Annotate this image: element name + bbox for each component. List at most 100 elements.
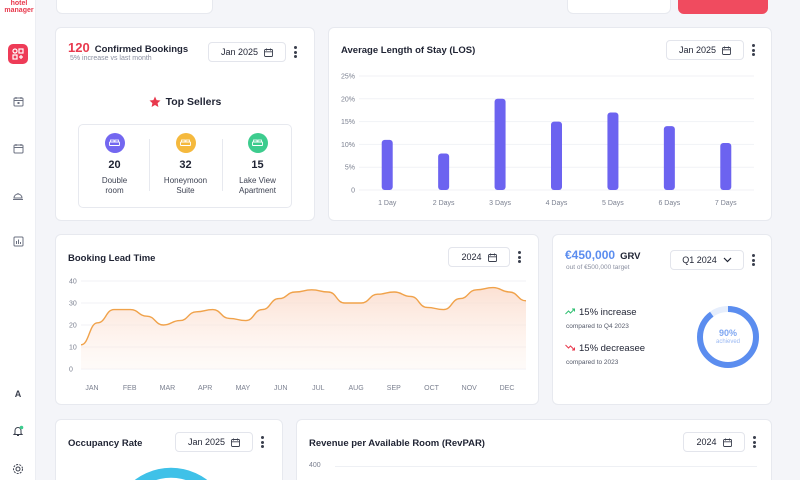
calendar-icon[interactable] bbox=[8, 138, 28, 158]
primary-action-button[interactable] bbox=[678, 0, 768, 14]
los-bar bbox=[494, 98, 506, 190]
occupancy-title: Occupancy Rate bbox=[68, 438, 143, 449]
grv-decrease-sub: compared to 2023 bbox=[566, 359, 619, 366]
chevron-down-icon bbox=[723, 257, 732, 263]
x-tick-label: JUN bbox=[274, 385, 288, 392]
los-bar bbox=[438, 153, 450, 190]
lead-time-card: Booking Lead Time 2024 0 10 20 30 40 JAN FEB MA… bbox=[55, 234, 539, 405]
lead-time-period-value: 2024 bbox=[461, 252, 482, 262]
seller-name: Suite bbox=[176, 186, 195, 195]
bookings-more-menu-icon[interactable] bbox=[291, 45, 299, 59]
calendar-icon bbox=[264, 48, 273, 57]
occupancy-more-menu-icon[interactable] bbox=[258, 435, 266, 449]
x-tick-label: 7 Days bbox=[715, 200, 737, 207]
bookings-period-value: Jan 2025 bbox=[220, 47, 259, 57]
seller-item[interactable]: 32 Honeymoon Suite bbox=[150, 125, 221, 196]
seller-name: Double bbox=[101, 176, 128, 185]
seller-count: 32 bbox=[179, 159, 192, 171]
grv-decrease: 15% decreasee bbox=[579, 343, 646, 354]
y-tick-label: 10% bbox=[341, 142, 355, 149]
x-tick-label: 4 Days bbox=[546, 200, 568, 207]
lead-time-title: Booking Lead Time bbox=[68, 253, 156, 264]
los-card: Average Length of Stay (LOS) Jan 2025 0 5… bbox=[328, 27, 772, 221]
app-logo[interactable]: hotel manager bbox=[3, 0, 35, 14]
bed-icon bbox=[104, 133, 125, 153]
settings-icon[interactable] bbox=[8, 459, 28, 479]
lead-time-area-chart: 0 10 20 30 40 JAN FEB MAR APR MAY JUN JUL AUG SEP OCT N… bbox=[69, 279, 527, 392]
gauge-progress bbox=[697, 306, 759, 368]
grv-increase-sub: compared to Q4 2023 bbox=[566, 323, 629, 330]
seller-count: 20 bbox=[108, 159, 121, 171]
seller-name: Apartment bbox=[239, 186, 276, 195]
lead-time-more-menu-icon[interactable] bbox=[515, 250, 523, 264]
top-sellers-title: Top Sellers bbox=[165, 96, 222, 108]
lead-time-period-select[interactable]: 2024 bbox=[448, 247, 510, 267]
y-tick-label: 20 bbox=[69, 323, 77, 330]
y-tick-label: 15% bbox=[341, 119, 355, 126]
occupancy-gauge bbox=[134, 467, 208, 480]
revpar-title: Revenue per Available Room (RevPAR) bbox=[309, 438, 485, 449]
grv-label: GRV bbox=[620, 251, 641, 262]
bookings-period-select[interactable]: Jan 2025 bbox=[208, 42, 286, 62]
date-filter[interactable] bbox=[567, 0, 671, 14]
y-tick-label: 0 bbox=[351, 188, 355, 195]
trend-down-icon bbox=[565, 344, 575, 351]
bookings-count: 120 bbox=[68, 40, 90, 55]
los-bar bbox=[663, 126, 675, 190]
x-tick-label: 1 Day bbox=[378, 200, 397, 207]
confirmed-bookings-card: 120 Confirmed Bookings 5% increase vs la… bbox=[55, 27, 315, 221]
gridline bbox=[335, 466, 757, 467]
grv-subtext: out of €500,000 target bbox=[566, 264, 630, 271]
los-more-menu-icon[interactable] bbox=[749, 43, 757, 57]
revpar-period-select[interactable]: 2024 bbox=[683, 432, 745, 452]
calendar-icon bbox=[722, 438, 732, 447]
grv-period-value: Q1 2024 bbox=[682, 255, 717, 265]
occupancy-period-select[interactable]: Jan 2025 bbox=[175, 432, 253, 452]
page-header-card bbox=[56, 0, 213, 14]
lead-time-area bbox=[81, 287, 526, 369]
x-tick-label: JAN bbox=[85, 385, 98, 392]
revpar-more-menu-icon[interactable] bbox=[750, 435, 758, 449]
grv-increase: 15% increase bbox=[579, 307, 637, 318]
grv-progress-ring bbox=[697, 306, 759, 368]
x-tick-label: FEB bbox=[123, 385, 137, 392]
bell-icon[interactable] bbox=[8, 421, 28, 441]
los-period-value: Jan 2025 bbox=[678, 45, 717, 55]
y-tick-label: 10 bbox=[69, 345, 77, 352]
language-icon[interactable]: A bbox=[14, 389, 22, 399]
grv-amount: €450,000 bbox=[565, 248, 616, 262]
seller-name: room bbox=[105, 186, 124, 195]
grv-gauge-percent: 90% bbox=[718, 328, 737, 338]
top-sellers-box: 20 Double room 32 Honeymoon Suite 15 Lake … bbox=[78, 124, 292, 208]
seller-name: Honeymoon bbox=[163, 176, 208, 185]
y-tick-label: 30 bbox=[69, 301, 77, 308]
x-tick-label: NOV bbox=[462, 385, 478, 392]
report-icon[interactable] bbox=[8, 231, 28, 251]
los-bar bbox=[381, 139, 393, 190]
lead-time-line bbox=[80, 286, 527, 346]
calendar-icon[interactable] bbox=[8, 91, 28, 111]
seller-name: Lake View bbox=[239, 176, 276, 185]
grv-card: €450,000 GRV out of €500,000 target Q1 2… bbox=[552, 234, 772, 405]
los-period-select[interactable]: Jan 2025 bbox=[666, 40, 744, 60]
seller-item[interactable]: 20 Double room bbox=[79, 125, 150, 196]
grv-gauge-label: achieved bbox=[715, 339, 741, 345]
revpar-card: Revenue per Available Room (RevPAR) 2024… bbox=[296, 419, 772, 480]
x-tick-label: 6 Days bbox=[658, 200, 680, 207]
logo-text-line1: hotel bbox=[10, 0, 28, 7]
divider bbox=[222, 139, 223, 191]
x-tick-label: 2 Days bbox=[433, 200, 455, 207]
grv-period-select[interactable]: Q1 2024 bbox=[670, 250, 744, 270]
x-tick-label: 5 Days bbox=[602, 200, 624, 207]
los-bar bbox=[720, 143, 732, 190]
room-service-icon[interactable] bbox=[8, 185, 28, 205]
divider bbox=[149, 139, 150, 191]
los-title: Average Length of Stay (LOS) bbox=[341, 45, 476, 56]
x-tick-label: SEP bbox=[387, 385, 401, 392]
bed-icon bbox=[175, 133, 196, 153]
trend-up-icon bbox=[565, 308, 575, 315]
dashboard-icon[interactable] bbox=[8, 44, 28, 64]
seller-item[interactable]: 15 Lake View Apartment bbox=[222, 125, 293, 196]
x-tick-label: APR bbox=[198, 385, 212, 392]
grv-more-menu-icon[interactable] bbox=[749, 253, 757, 267]
